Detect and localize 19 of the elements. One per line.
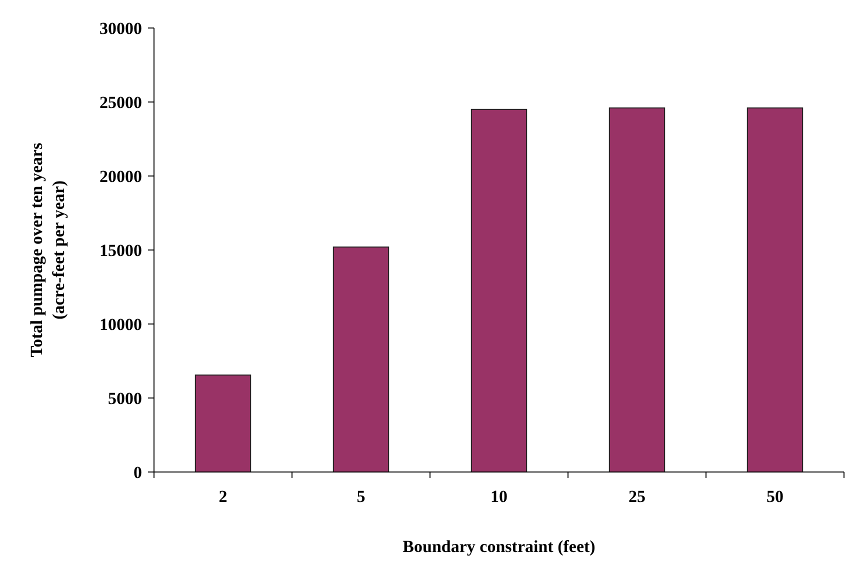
y-tick-label: 5000 bbox=[108, 388, 142, 408]
y-axis-title: Total pumpage over ten years (acre-feet per year) bbox=[27, 142, 68, 358]
bar bbox=[332, 246, 390, 472]
x-tick-label: 25 bbox=[628, 487, 646, 506]
x-axis-title: Boundary constraint (feet) bbox=[402, 537, 596, 556]
bar bbox=[746, 107, 804, 472]
x-tick-label: 2 bbox=[218, 487, 228, 506]
y-tick-label: 0 bbox=[134, 462, 142, 482]
x-tick-label: 10 bbox=[490, 487, 508, 506]
bar bbox=[194, 374, 252, 472]
x-tick-label: 5 bbox=[356, 487, 366, 506]
bar bbox=[470, 108, 528, 472]
x-tick-label: 50 bbox=[766, 487, 784, 506]
y-tick-label: 15000 bbox=[100, 240, 142, 260]
y-tick-label: 30000 bbox=[100, 18, 142, 38]
bar bbox=[608, 107, 666, 472]
y-tick-label: 10000 bbox=[100, 314, 142, 334]
y-tick-label: 20000 bbox=[100, 166, 142, 186]
y-tick-label: 25000 bbox=[100, 92, 142, 112]
